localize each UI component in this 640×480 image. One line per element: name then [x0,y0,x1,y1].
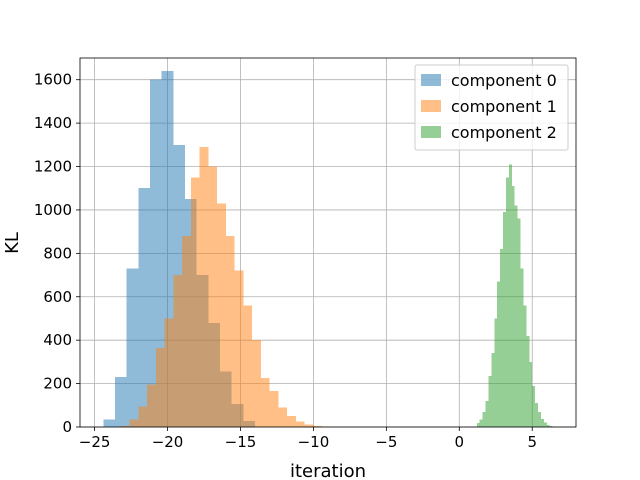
histogram-bar [287,416,296,427]
x-axis-label: iteration [290,461,366,480]
histogram-bar [161,71,174,427]
x-axis-ticks: −25 −20 −15 −10 −5 0 5 [79,427,537,451]
histogram-bar [517,218,521,427]
x-tick-label: 5 [527,433,537,451]
histogram-bar [482,411,486,427]
y-tick-label: 800 [43,244,72,262]
histogram-bar [234,270,244,427]
series-component-2 [476,164,553,427]
histogram-bar [526,335,530,427]
histogram-bar [103,419,116,427]
histogram-bar [532,385,536,427]
y-tick-label: 200 [43,375,72,393]
histogram-bar [538,411,541,427]
histogram-bar [126,268,139,427]
histogram-bar [497,281,501,427]
histogram-bar [138,188,151,427]
y-tick-label: 1200 [34,158,72,176]
histogram-bar [520,268,524,427]
histogram-bars [103,71,553,428]
y-tick-label: 1400 [34,114,72,132]
x-tick-label: −25 [79,433,111,451]
y-tick-label: 1600 [34,71,72,89]
histogram-bar [120,425,130,427]
legend-box [414,64,569,151]
histogram-bar [505,177,509,427]
histogram-bar [217,203,226,427]
y-tick-label: 0 [62,418,72,436]
histogram-bar [476,423,480,427]
y-axis-ticks: 0 200 400 600 800 1000 1200 1400 1600 [34,71,80,436]
histogram-bar [164,318,174,427]
histogram-bar [199,146,209,427]
histogram-bar [540,418,544,427]
histogram-bar [514,205,518,427]
x-tick-label: −10 [298,433,330,451]
histogram-bar [138,406,148,427]
legend-label: component 1 [451,97,557,116]
histogram-bar [243,305,253,427]
y-tick-label: 400 [43,331,72,349]
histogram-bar [500,249,504,427]
histogram-bar [535,403,539,427]
legend-label: component 2 [451,123,557,142]
histogram-bar [129,419,139,427]
histogram-bar [491,353,495,427]
histogram-bar [523,305,527,427]
histogram-bar [543,422,547,427]
legend-swatch [421,74,441,86]
histogram-bar [494,318,498,427]
histogram-bar [549,426,553,427]
histogram-bar [115,377,127,427]
legend-label: component 0 [451,71,557,90]
histogram-bar [546,424,550,427]
histogram-bar [260,378,270,427]
histogram-bar [503,212,506,427]
x-tick-label: 0 [455,433,465,451]
series-component-1 [120,146,340,427]
y-tick-label: 1000 [34,201,72,219]
x-tick-label: −20 [152,433,184,451]
legend-swatch [421,126,441,138]
histogram-bar [295,421,305,427]
y-tick-label: 600 [43,288,72,306]
histogram-bar [488,375,492,427]
histogram-bar [182,235,191,427]
histogram-bar [155,347,165,427]
legend: component 0 component 1 component 2 [414,64,569,151]
histogram-bar [190,177,200,427]
legend-swatch [421,100,441,112]
histogram-bar [225,235,235,427]
histogram-bar [147,384,156,427]
histogram-bar [479,419,483,427]
histogram-bar [313,426,323,427]
histogram-bar [278,407,288,427]
histogram-bar [252,340,261,427]
y-axis-label: KL [2,232,23,254]
histogram-bar [173,275,183,427]
plot-frame [79,57,577,428]
histogram-bar [511,186,515,427]
x-tick-label: −5 [375,433,397,451]
histogram-bar [208,166,218,427]
histogram-bar [485,400,489,427]
histogram-bar [150,79,162,428]
histogram-bar [269,391,279,427]
histogram-bar [508,164,512,427]
x-tick-label: −15 [225,433,257,451]
histogram-bar [529,361,533,427]
histogram-bar [304,424,314,427]
